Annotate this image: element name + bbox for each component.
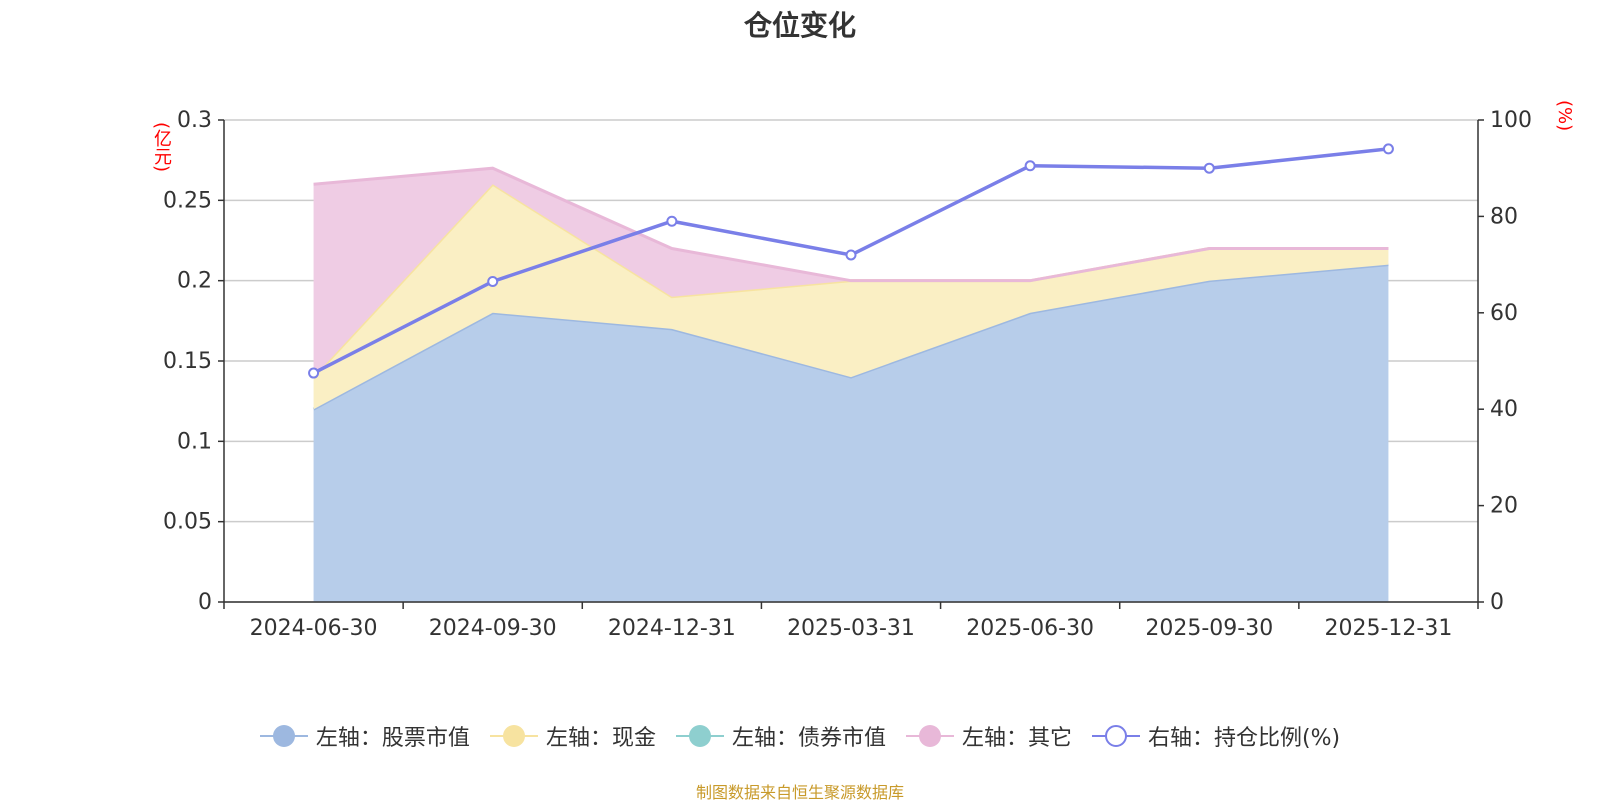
legend-other-icon — [905, 724, 954, 748]
right-tick-label: 100 — [1490, 108, 1532, 133]
legend-item-stock[interactable]: 左轴：股票市值 — [259, 720, 470, 752]
ratio-point — [308, 367, 320, 379]
legend-ratio-label: 右轴：持仓比例(%) — [1147, 726, 1341, 751]
chart-legend: 左轴：股票市值 左轴：现金 左轴：债券市值 左轴：其它 右轴：持仓比例(%) — [0, 720, 1600, 752]
ratio-point — [1024, 160, 1036, 172]
left-tick-label: 0.05 — [163, 510, 212, 535]
right-axis-unit: (%) — [1554, 100, 1575, 132]
legend-cash-icon — [489, 724, 538, 748]
right-tick-label: 40 — [1490, 397, 1518, 422]
right-tick-label: 0 — [1490, 590, 1504, 615]
right-tick-label: 20 — [1490, 494, 1518, 519]
x-tick-label: 2025-12-31 — [1324, 616, 1452, 641]
right-tick-label: 60 — [1490, 301, 1518, 326]
legend-item-other[interactable]: 左轴：其它 — [905, 720, 1072, 752]
x-tick-label: 2025-03-31 — [787, 616, 915, 641]
ratio-point — [1203, 162, 1215, 174]
right-tick-label: 80 — [1490, 204, 1518, 229]
legend-stock-label: 左轴：股票市值 — [315, 726, 470, 751]
chart-title: 仓位变化 — [743, 9, 856, 42]
left-tick-label: 0.2 — [177, 269, 212, 294]
ratio-point — [1382, 143, 1394, 155]
x-tick-label: 2024-06-30 — [250, 616, 378, 641]
ratio-point — [666, 215, 678, 227]
legend-item-ratio[interactable]: 右轴：持仓比例(%) — [1091, 720, 1341, 752]
x-tick-label: 2025-09-30 — [1145, 616, 1273, 641]
legend-bond-label: 左轴：债券市值 — [731, 726, 886, 751]
area-line-3 — [313, 166, 1389, 283]
left-tick-label: 0.1 — [177, 429, 212, 454]
x-tick-label: 2024-09-30 — [429, 616, 557, 641]
x-tick-label: 2025-06-30 — [966, 616, 1094, 641]
legend-item-bond[interactable]: 左轴：债券市值 — [675, 720, 886, 752]
legend-cash-label: 左轴：现金 — [545, 726, 656, 751]
x-tick-label: 2024-12-31 — [608, 616, 736, 641]
left-tick-label: 0 — [198, 590, 212, 615]
legend-item-cash[interactable]: 左轴：现金 — [489, 720, 656, 752]
legend-ratio-icon — [1091, 724, 1140, 748]
data-source-note: 制图数据来自恒生聚源数据库 — [695, 783, 904, 802]
left-tick-label: 0.25 — [163, 188, 212, 213]
area-1 — [313, 184, 1389, 410]
legend-other-label: 左轴：其它 — [961, 726, 1072, 751]
ratio-point — [845, 249, 857, 261]
legend-stock-icon — [259, 724, 308, 748]
left-tick-label: 0.15 — [163, 349, 212, 374]
area-3 — [313, 168, 1389, 378]
left-tick-label: 0.3 — [177, 108, 212, 133]
legend-bond-icon — [675, 724, 724, 748]
left-axis-unit: (亿元) — [151, 122, 172, 173]
ratio-point — [487, 275, 499, 287]
area-0 — [313, 264, 1389, 602]
